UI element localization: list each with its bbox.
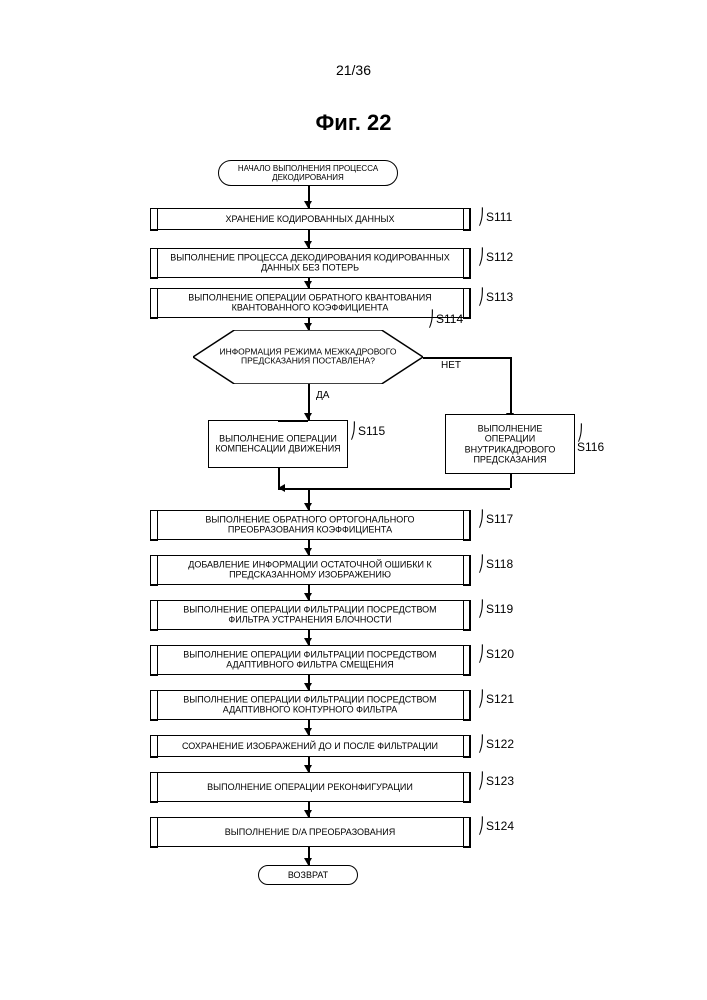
step-label: ⎠S111 xyxy=(478,210,512,224)
decision-no-label: НЕТ xyxy=(441,360,461,371)
process-s116: ВЫПОЛНЕНИЕ ОПЕРАЦИИ ВНУТРИКАДРОВОГО ПРЕД… xyxy=(445,414,575,474)
terminator-end: ВОЗВРАТ xyxy=(258,865,358,885)
decision-s114: ИНФОРМАЦИЯ РЕЖИМА МЕЖКАДРОВОГО ПРЕДСКАЗА… xyxy=(193,330,423,384)
step-label: ⎠S120 xyxy=(478,647,514,661)
figure-title: Фиг. 22 xyxy=(0,110,707,136)
process-label: ВЫПОЛНЕНИЕ ОПЕРАЦИИ ОБРАТНОГО КВАНТОВАНИ… xyxy=(163,293,457,314)
process-s112: ВЫПОЛНЕНИЕ ПРОЦЕССА ДЕКОДИРОВАНИЯ КОДИРО… xyxy=(150,248,470,278)
process-s121: ВЫПОЛНЕНИЕ ОПЕРАЦИИ ФИЛЬТРАЦИИ ПОСРЕДСТВ… xyxy=(150,690,470,720)
process-s122: СОХРАНЕНИЕ ИЗОБРАЖЕНИЙ ДО И ПОСЛЕ ФИЛЬТР… xyxy=(150,735,470,757)
process-s119: ВЫПОЛНЕНИЕ ОПЕРАЦИИ ФИЛЬТРАЦИИ ПОСРЕДСТВ… xyxy=(150,600,470,630)
process-label: ХРАНЕНИЕ КОДИРОВАННЫХ ДАННЫХ xyxy=(163,214,457,224)
step-label: ⎠S118 xyxy=(478,557,513,571)
page-number: 21/36 xyxy=(0,62,707,78)
process-s124: ВЫПОЛНЕНИЕ D/A ПРЕОБРАЗОВАНИЯ xyxy=(150,817,470,847)
process-s120: ВЫПОЛНЕНИЕ ОПЕРАЦИИ ФИЛЬТРАЦИИ ПОСРЕДСТВ… xyxy=(150,645,470,675)
process-label: СОХРАНЕНИЕ ИЗОБРАЖЕНИЙ ДО И ПОСЛЕ ФИЛЬТР… xyxy=(163,741,457,751)
step-label: ⎠S124 xyxy=(478,819,514,833)
process-s111: ХРАНЕНИЕ КОДИРОВАННЫХ ДАННЫХ xyxy=(150,208,470,230)
process-label: ВЫПОЛНЕНИЕ ОБРАТНОГО ОРТОГОНАЛЬНОГО ПРЕО… xyxy=(163,515,457,536)
process-label: ВЫПОЛНЕНИЕ ОПЕРАЦИИ ФИЛЬТРАЦИИ ПОСРЕДСТВ… xyxy=(163,605,457,626)
process-s123: ВЫПОЛНЕНИЕ ОПЕРАЦИИ РЕКОНФИГУРАЦИИ xyxy=(150,772,470,802)
step-label: ⎠S121 xyxy=(478,692,514,706)
step-label: ⎠S119 xyxy=(478,602,513,616)
step-label: ⎠S113 xyxy=(478,290,513,304)
process-label: ВЫПОЛНЕНИЕ D/A ПРЕОБРАЗОВАНИЯ xyxy=(163,827,457,837)
flowchart: НАЧАЛО ВЫПОЛНЕНИЯ ПРОЦЕССА ДЕКОДИРОВАНИЯ… xyxy=(90,160,610,980)
process-s117: ВЫПОЛНЕНИЕ ОБРАТНОГО ОРТОГОНАЛЬНОГО ПРЕО… xyxy=(150,510,470,540)
process-label: ВЫПОЛНЕНИЕ ОПЕРАЦИИ РЕКОНФИГУРАЦИИ xyxy=(163,782,457,792)
page: 21/36 Фиг. 22 НАЧАЛО ВЫПОЛНЕНИЯ ПРОЦЕССА… xyxy=(0,0,707,1000)
step-label: ⎠S112 xyxy=(478,250,513,264)
step-label: ⎠S115 xyxy=(350,424,385,438)
step-label: ⎠S114 xyxy=(428,312,463,326)
process-s115: ВЫПОЛНЕНИЕ ОПЕРАЦИИ КОМПЕНСАЦИИ ДВИЖЕНИЯ xyxy=(208,420,348,468)
step-label: ⎠S123 xyxy=(478,774,514,788)
step-label: ⎠S122 xyxy=(478,737,514,751)
process-label: ДОБАВЛЕНИЕ ИНФОРМАЦИИ ОСТАТОЧНОЙ ОШИБКИ … xyxy=(163,560,457,581)
process-label: ВЫПОЛНЕНИЕ ПРОЦЕССА ДЕКОДИРОВАНИЯ КОДИРО… xyxy=(163,253,457,274)
process-label: ВЫПОЛНЕНИЕ ОПЕРАЦИИ ФИЛЬТРАЦИИ ПОСРЕДСТВ… xyxy=(163,695,457,716)
decision-yes-label: ДА xyxy=(316,390,329,401)
process-label: ВЫПОЛНЕНИЕ ОПЕРАЦИИ ФИЛЬТРАЦИИ ПОСРЕДСТВ… xyxy=(163,650,457,671)
terminator-start: НАЧАЛО ВЫПОЛНЕНИЯ ПРОЦЕССА ДЕКОДИРОВАНИЯ xyxy=(218,160,398,186)
process-s118: ДОБАВЛЕНИЕ ИНФОРМАЦИИ ОСТАТОЧНОЙ ОШИБКИ … xyxy=(150,555,470,585)
step-label: ⎠S116 xyxy=(577,426,610,454)
step-label: ⎠S117 xyxy=(478,512,513,526)
process-s113: ВЫПОЛНЕНИЕ ОПЕРАЦИИ ОБРАТНОГО КВАНТОВАНИ… xyxy=(150,288,470,318)
